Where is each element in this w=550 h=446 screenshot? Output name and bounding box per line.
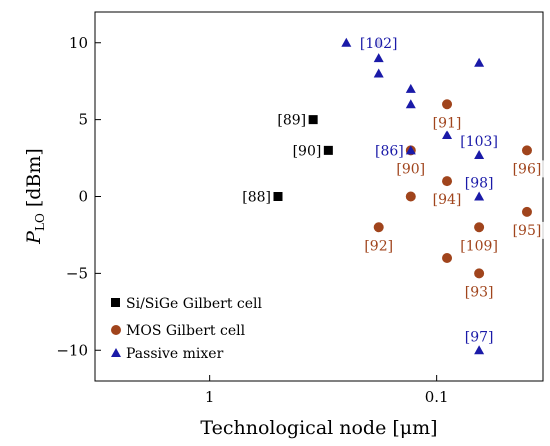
legend-label-mos-gilbert: MOS Gilbert cell: [126, 323, 246, 339]
passive-mixer-point: [442, 130, 453, 139]
si-sige-gilbert-cell-point: [308, 115, 318, 125]
x-tick-label: 0.1: [425, 388, 449, 406]
y-axis-title: PLO [dBm]: [23, 148, 47, 245]
mos-gilbert-cell-point: [521, 206, 532, 217]
si-sige-gilbert-cell-ref-label: [90]: [293, 143, 322, 159]
mos-gilbert-cell-point: [474, 268, 485, 279]
mos-gilbert-cell-point: [442, 99, 453, 110]
passive-mixer-point: [373, 68, 384, 78]
si-sige-gilbert-cell-ref-label: [88]: [242, 190, 271, 206]
mos-gilbert-cell-ref-label: [92]: [364, 238, 393, 254]
mos-gilbert-cell-label-background: [427, 191, 467, 209]
mos-gilbert-cell-label-background: [391, 160, 430, 178]
mos-gilbert-cell-label-background: [427, 114, 467, 132]
y-tick-label: 0: [78, 188, 88, 206]
y-tick-label: −10: [56, 341, 88, 359]
passive-mixer-ref-label: [103]: [460, 134, 498, 150]
passive-mixer-point: [373, 53, 384, 63]
x-axis-title: Technological node [μm]: [200, 417, 437, 439]
mos-gilbert-cell-point: [442, 253, 453, 263]
y-tick-label: 10: [69, 34, 88, 52]
passive-mixer-label-background: [367, 142, 406, 160]
mos-gilbert-cell-ref-label: [96]: [513, 161, 542, 177]
passive-mixer-ref-label: [102]: [360, 36, 398, 52]
mos-gilbert-cell-ref-label: [109]: [460, 238, 498, 254]
y-tick-label: 5: [78, 111, 88, 129]
mos-gilbert-cell-point: [405, 191, 416, 202]
passive-mixer-ref-label: [98]: [465, 176, 494, 192]
x-tick-label: 1: [205, 388, 215, 406]
mos-gilbert-cell-label-background: [359, 237, 398, 255]
passive-mixer-ref-label: [86]: [375, 143, 404, 159]
axis-ticks: 1 0.1 10 5 0 −5 −10: [56, 34, 448, 406]
passive-mixer-label-background: [459, 328, 499, 346]
mos-gilbert-cell-ref-label: [91]: [433, 115, 462, 131]
mos-gilbert-cell-point: [442, 176, 453, 187]
si-sige-gilbert-cell-point: [323, 145, 333, 155]
si-sige-gilbert-cell-label-background: [269, 111, 309, 129]
passive-mixer-point: [474, 191, 485, 201]
passive-mixer-point: [474, 345, 485, 355]
passive-mixer-label-background: [355, 34, 403, 52]
y-axis-title-subscript: LO: [33, 213, 47, 231]
mos-gilbert-cell-label-background: [507, 221, 547, 239]
y-axis-title-unit: [dBm]: [23, 148, 45, 213]
mos-gilbert-cell-ref-label: [94]: [433, 192, 462, 208]
y-tick-label: −5: [66, 264, 88, 282]
passive-mixer-point: [474, 57, 485, 67]
data-marks: [273, 37, 532, 355]
mos-gilbert-cell-label-background: [455, 237, 503, 255]
mos-gilbert-cell-point: [474, 222, 485, 233]
mos-gilbert-cell-point: [521, 145, 532, 156]
mos-gilbert-cell-label-background: [459, 283, 499, 301]
si-sige-gilbert-cell-ref-label: [89]: [277, 113, 306, 129]
passive-mixer-ref-label: [97]: [465, 329, 494, 345]
legend: Si/SiGe Gilbert cell MOS Gilbert cell Pa…: [111, 296, 263, 362]
point-labels: [89] [90] [88] [91] [90] [94] [96] [95] [92] [109…: [234, 34, 547, 346]
passive-mixer-point: [405, 83, 416, 93]
passive-mixer-label-background: [455, 132, 503, 150]
si-sige-gilbert-cell-point: [273, 192, 283, 201]
passive-mixer-point: [405, 145, 416, 155]
si-sige-gilbert-cell-label-background: [234, 188, 273, 206]
y-axis-title-main: P: [23, 230, 45, 245]
legend-triangle-marker: [111, 348, 121, 357]
mos-gilbert-cell-ref-label: [93]: [465, 284, 494, 300]
passive-mixer-point: [405, 99, 416, 109]
legend-circle-marker: [111, 325, 121, 335]
mos-gilbert-cell-point: [373, 222, 384, 233]
si-sige-gilbert-cell-label-background: [284, 142, 324, 160]
legend-label-passive-mixer: Passive mixer: [126, 346, 224, 362]
passive-mixer-point: [341, 37, 352, 47]
mos-gilbert-cell-ref-label: [90]: [396, 161, 425, 177]
legend-label-silicon-gilbert: Si/SiGe Gilbert cell: [126, 296, 263, 312]
legend-square-marker: [111, 298, 120, 307]
passive-mixer-label-background: [459, 174, 499, 192]
mos-gilbert-cell-ref-label: [95]: [513, 223, 542, 239]
mos-gilbert-cell-label-background: [507, 160, 547, 178]
passive-mixer-point: [474, 149, 485, 159]
